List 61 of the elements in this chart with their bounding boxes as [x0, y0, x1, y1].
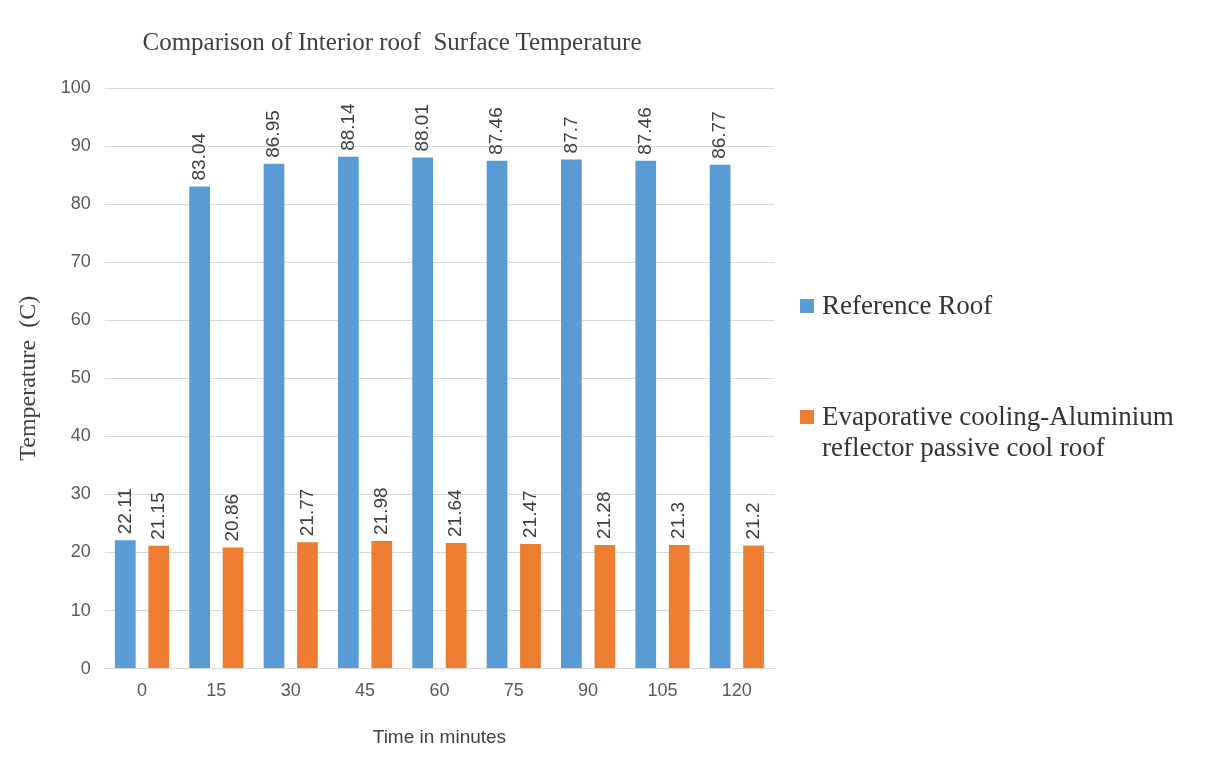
y-tick-label: 20	[70, 541, 91, 562]
data-label: 21.28	[593, 491, 615, 540]
bar	[594, 545, 616, 669]
data-label: 83.04	[187, 132, 209, 181]
data-label: 21.15	[146, 492, 168, 540]
y-tick-label: 10	[70, 599, 91, 620]
y-tick-label: 50	[70, 367, 91, 388]
data-label: 86.95	[262, 110, 284, 158]
legend-label: Evaporative cooling-Aluminium reflector passive cool roof	[822, 401, 1175, 463]
bar	[263, 163, 285, 669]
data-label: 21.3	[667, 501, 689, 539]
x-tick-label: 60	[429, 680, 450, 701]
data-label: 88.14	[336, 102, 358, 151]
y-tick-label: 0	[80, 657, 91, 678]
data-label: 87.46	[633, 107, 655, 155]
bar	[520, 543, 541, 669]
data-label: 21.98	[370, 487, 392, 535]
y-tick-label: 70	[70, 251, 91, 272]
y-tick-label: 100	[60, 76, 91, 97]
data-label: 87.46	[485, 107, 507, 155]
bar	[743, 545, 764, 669]
x-tick-label: 90	[578, 680, 599, 701]
data-label: 21.64	[444, 488, 466, 537]
x-tick-label: 75	[503, 680, 524, 701]
data-label: 87.7	[559, 116, 581, 154]
chart-title: Comparison of Interior roof Surface Temperature	[142, 27, 642, 55]
data-label: 20.86	[221, 493, 243, 542]
data-label: 86.77	[708, 111, 730, 159]
bar	[561, 159, 582, 669]
x-tick-label: 120	[721, 680, 752, 701]
bar	[445, 542, 467, 669]
x-tick-label: 105	[647, 680, 678, 701]
data-label: 21.2	[741, 502, 763, 540]
bar	[371, 540, 393, 669]
y-axis-title: Temperature (C)	[13, 295, 40, 461]
bar	[337, 156, 359, 669]
bar	[709, 164, 731, 669]
bar	[148, 545, 170, 669]
x-tick-label: 30	[280, 680, 301, 701]
bar	[189, 186, 210, 669]
x-tick-label: 0	[137, 680, 148, 701]
data-label: 88.01	[410, 104, 432, 152]
bar	[297, 542, 318, 669]
bar	[668, 544, 690, 669]
y-tick-label: 80	[70, 193, 91, 214]
y-tick-label: 40	[70, 425, 91, 446]
legend-label: Reference Roof	[822, 290, 993, 321]
x-tick-label: 15	[206, 680, 227, 701]
y-tick-label: 90	[70, 135, 91, 156]
data-label: 21.77	[295, 488, 317, 537]
bar	[114, 540, 136, 669]
x-axis-title: Time in minutes	[372, 725, 507, 747]
bar	[412, 157, 434, 669]
y-tick-label: 30	[70, 483, 91, 504]
bar	[222, 547, 244, 669]
x-tick-label: 45	[355, 680, 376, 701]
bar	[486, 160, 508, 669]
data-label: 22.11	[113, 488, 135, 535]
data-label: 21.47	[518, 490, 540, 538]
y-tick-label: 60	[70, 309, 91, 330]
bar	[635, 160, 657, 669]
